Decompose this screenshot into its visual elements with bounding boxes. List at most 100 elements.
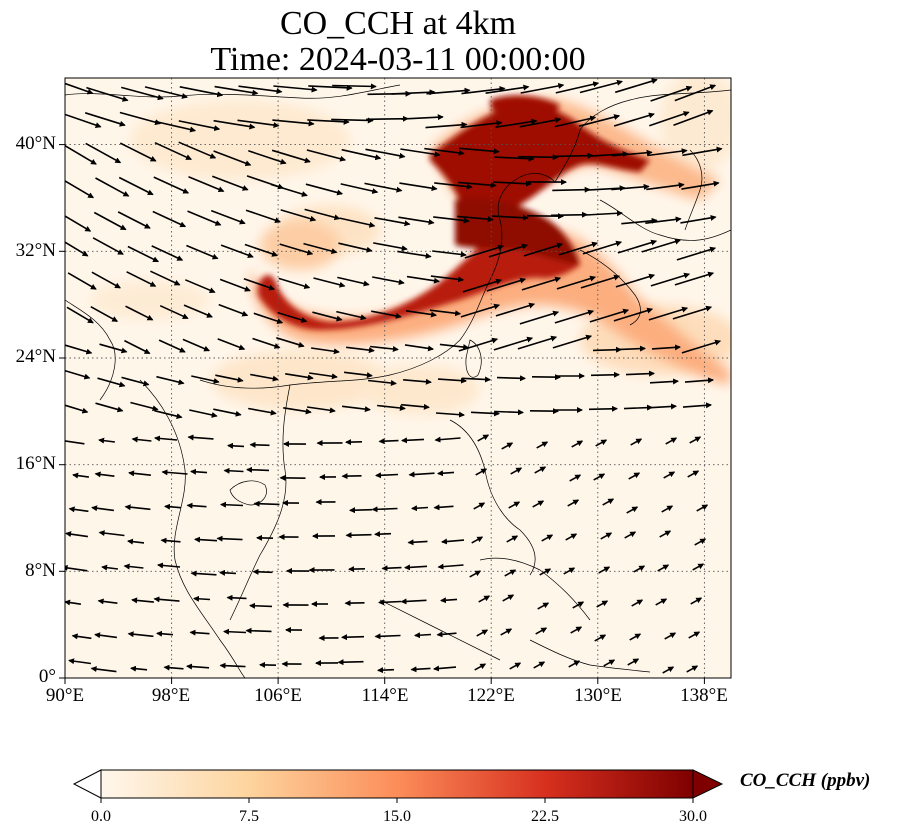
wind-arrow — [595, 439, 608, 447]
wind-arrow — [405, 310, 437, 318]
wind-arrow — [659, 530, 672, 538]
wind-arrow — [131, 436, 152, 443]
y-tick-label: 16°N — [15, 453, 56, 474]
wind-arrow — [121, 376, 150, 387]
wind-arrow — [580, 274, 621, 289]
wind-arrow — [378, 438, 399, 445]
wind-arrow — [332, 83, 377, 90]
wind-arrow — [537, 602, 550, 610]
wind-arrow — [91, 271, 121, 289]
wind-arrow — [101, 564, 119, 571]
wind-arrow — [594, 634, 607, 642]
wind-arrow — [398, 216, 435, 225]
wind-arrow — [306, 149, 347, 162]
wind-arrow — [244, 243, 279, 257]
wind-arrow — [65, 82, 94, 95]
wind-arrow — [426, 87, 471, 95]
wind-arrow — [495, 302, 536, 317]
wind-arrow — [629, 633, 642, 641]
wind-arrow — [625, 370, 655, 377]
wind-arrow — [223, 628, 247, 635]
map-subtitle-time: Time: 2024-03-11 00:00:00 — [210, 41, 586, 78]
colorbar-tick-label: 0.0 — [91, 808, 111, 825]
wind-arrow — [641, 238, 682, 253]
wind-arrow — [692, 563, 705, 571]
wind-arrow — [600, 532, 613, 540]
wind-arrow — [312, 311, 343, 322]
wind-arrow — [598, 566, 611, 574]
wind-arrow — [495, 118, 538, 128]
wind-arrow — [593, 473, 606, 481]
wind-arrow — [190, 468, 208, 475]
wind-arrow — [435, 411, 465, 418]
wind-arrow — [283, 407, 312, 415]
wind-arrow — [127, 245, 159, 263]
x-tick-label: 138°E — [680, 685, 728, 706]
y-tick-label: 24°N — [15, 346, 56, 367]
wind-arrow — [159, 304, 189, 320]
wind-arrow — [65, 113, 102, 128]
wind-arrow — [582, 240, 623, 255]
wind-arrow — [191, 375, 220, 384]
wind-arrow — [193, 595, 211, 602]
wind-arrow — [92, 237, 124, 255]
wind-arrow — [400, 598, 427, 605]
wind-arrow — [183, 304, 213, 318]
wind-arrow — [368, 379, 397, 386]
wind-arrow — [688, 631, 701, 639]
wind-arrow — [627, 658, 640, 666]
wind-arrow — [123, 563, 144, 570]
wind-arrow — [308, 372, 338, 380]
wind-arrow — [674, 271, 715, 286]
wind-arrow — [119, 111, 162, 126]
wind-arrow — [151, 245, 184, 261]
wind-arrow — [160, 537, 181, 544]
wind-arrow — [253, 312, 284, 324]
wind-arrow — [603, 659, 616, 667]
x-tick-label: 114°E — [361, 685, 409, 706]
colorbar-tick-label: 7.5 — [239, 808, 259, 825]
wind-arrow — [68, 506, 89, 513]
colorbar-tick-label: 30.0 — [679, 808, 707, 825]
wind-arrow — [404, 564, 428, 571]
map-title: CO_CCH at 4km — [279, 5, 517, 42]
wind-arrow — [365, 148, 406, 159]
wind-arrow — [469, 570, 482, 578]
wind-arrow — [94, 471, 115, 478]
wind-arrow — [226, 594, 247, 601]
wind-arrow — [154, 120, 197, 133]
wind-arrow — [464, 244, 505, 259]
wind-arrow — [433, 665, 457, 672]
wind-arrow — [572, 601, 585, 609]
wind-arrow — [279, 243, 314, 256]
wind-arrow — [461, 86, 506, 95]
wind-arrow — [186, 663, 210, 670]
wind-arrow — [518, 154, 559, 161]
wind-arrow — [624, 531, 637, 539]
wind-arrow — [154, 435, 178, 442]
wind-arrow — [437, 377, 467, 384]
wind-arrow — [645, 216, 682, 224]
wind-arrow — [277, 311, 308, 323]
wind-arrow — [223, 467, 244, 474]
wind-arrow — [441, 538, 465, 545]
wind-arrow — [117, 211, 151, 229]
wind-arrow — [589, 308, 630, 323]
wind-arrow — [533, 661, 546, 669]
wind-arrow — [95, 177, 130, 197]
wind-arrow — [665, 437, 678, 445]
wind-arrow — [246, 466, 270, 473]
wind-arrow — [661, 505, 674, 513]
wind-arrow — [471, 536, 484, 544]
wind-arrow — [433, 216, 470, 224]
wind-arrow — [651, 344, 681, 351]
wind-arrow — [436, 631, 457, 638]
wind-arrow — [271, 149, 311, 164]
wind-arrow — [663, 471, 676, 479]
wind-arrow — [567, 499, 580, 507]
wind-arrow — [558, 241, 599, 256]
wind-arrow — [460, 120, 503, 129]
wind-arrow — [534, 466, 547, 474]
wind-arrow — [65, 179, 95, 199]
wind-arrow — [501, 442, 514, 450]
